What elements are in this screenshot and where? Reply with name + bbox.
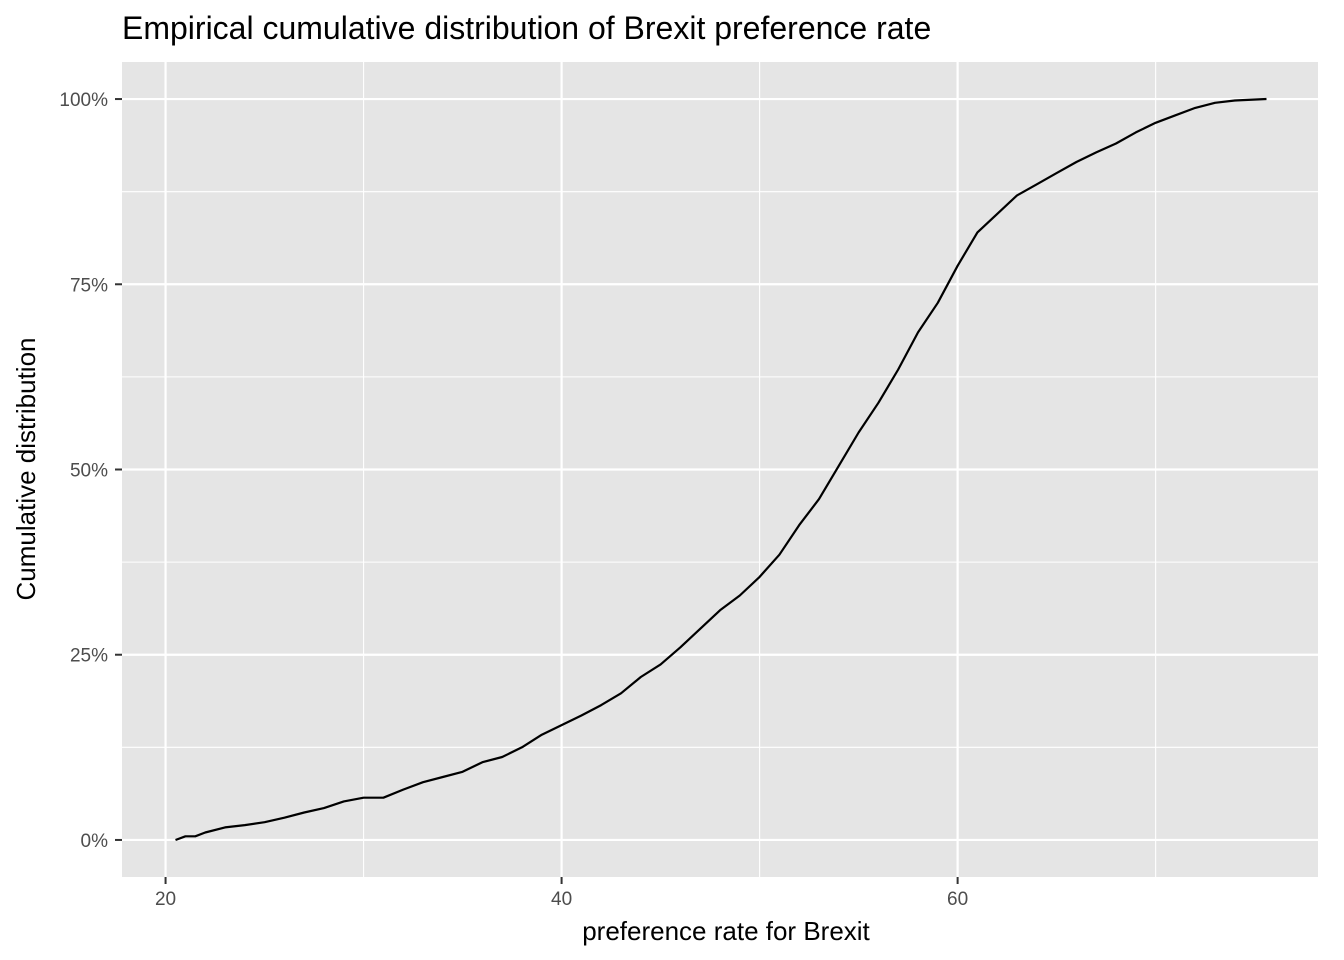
x-tick-label-0: 20 bbox=[155, 889, 176, 910]
y-axis: 0% 25% 50% 75% 100% bbox=[59, 90, 122, 852]
chart-title: Empirical cumulative distribution of Bre… bbox=[122, 10, 931, 46]
x-tick-label-1: 40 bbox=[551, 889, 572, 910]
major-gridlines bbox=[122, 62, 1318, 877]
ecdf-line bbox=[175, 97, 1267, 842]
y-tick-label-0: 0% bbox=[81, 831, 109, 852]
x-axis-title: preference rate for Brexit bbox=[582, 916, 870, 946]
y-tick-label-2: 50% bbox=[70, 461, 108, 482]
y-tick-label-4: 100% bbox=[59, 90, 108, 111]
x-axis: 20 40 60 bbox=[155, 877, 968, 910]
y-tick-label-1: 25% bbox=[70, 646, 108, 667]
y-tick-label-3: 75% bbox=[70, 275, 108, 296]
x-tick-label-2: 60 bbox=[947, 889, 968, 910]
y-axis-title: Cumulative distribution bbox=[11, 337, 41, 600]
